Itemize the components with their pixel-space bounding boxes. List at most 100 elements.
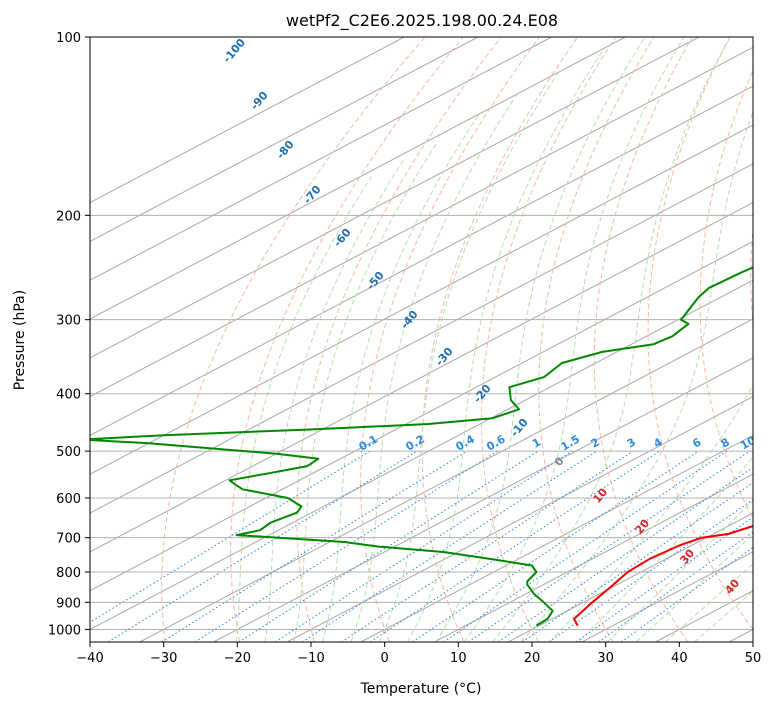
dry-adiabat xyxy=(647,37,753,631)
mixing-ratio-line xyxy=(497,466,753,642)
dry-adiabat xyxy=(296,37,502,642)
isotherm xyxy=(360,434,753,642)
moist-adiabat xyxy=(606,499,753,642)
moist-adiabat xyxy=(235,173,374,642)
mixing-ratio-label: 10 xyxy=(738,433,758,452)
dry-adiabat-label: -100 xyxy=(220,36,248,66)
isotherm xyxy=(90,279,753,631)
y-axis-label: Pressure (hPa) xyxy=(12,290,28,390)
isotherm xyxy=(90,37,700,359)
moist-adiabat xyxy=(407,49,604,642)
pressure-gridlines xyxy=(90,37,753,630)
isotherm xyxy=(90,85,753,436)
plot-frame xyxy=(89,36,754,643)
chart-title: wetPf2_C2E6.2025.198.00.24.E08 xyxy=(286,11,558,31)
moist-adiabat-label: 10 xyxy=(590,485,610,505)
dewpoint-profile xyxy=(90,266,753,627)
mixing-ratio-label: 8 xyxy=(719,436,732,451)
y-tick-label: 100 xyxy=(56,31,81,46)
mixing-ratio-line xyxy=(301,450,598,642)
dry-adiabat-label: -40 xyxy=(398,308,421,332)
moist-adiabat xyxy=(322,113,480,642)
mixing-ratio-line xyxy=(194,450,498,642)
isotherm xyxy=(286,396,753,642)
mixing-ratio-line xyxy=(548,498,753,642)
mixing-ratio-line xyxy=(598,531,753,642)
isotherm xyxy=(507,512,753,642)
x-tick-label: 20 xyxy=(524,651,541,666)
isotherm xyxy=(90,37,405,204)
y-tick-label: 900 xyxy=(56,596,81,611)
dry-adiabat xyxy=(161,37,426,642)
y-tick-label: 800 xyxy=(56,566,81,581)
isotherm xyxy=(213,357,753,642)
dry-adiabat xyxy=(360,37,540,642)
moist-adiabat xyxy=(350,94,518,642)
background-lines xyxy=(90,37,753,642)
y-tick-label: 700 xyxy=(56,532,81,547)
mixing-ratio-line xyxy=(412,450,699,642)
moist-adiabat xyxy=(520,110,753,642)
isotherm xyxy=(434,473,753,642)
x-tick-label: −40 xyxy=(76,651,103,666)
moist-adiabat xyxy=(635,533,753,642)
x-tick-label: −20 xyxy=(224,651,251,666)
moist-adiabat xyxy=(664,563,753,642)
mixing-ratio-line xyxy=(575,516,753,642)
y-tick-label: 1000 xyxy=(48,623,81,638)
moist-adiabat xyxy=(578,456,753,642)
y-tick-label: 400 xyxy=(56,388,81,403)
dry-adiabat xyxy=(481,37,617,642)
x-tick-label: 30 xyxy=(597,651,614,666)
moist-adiabat xyxy=(293,141,439,642)
x-tick-label: −10 xyxy=(297,651,324,666)
isotherm xyxy=(728,628,753,642)
mixing-ratio-line xyxy=(370,450,661,642)
dry-adiabat xyxy=(421,37,578,642)
dry-adiabat-label: -80 xyxy=(274,138,297,162)
mixing-ratio-line xyxy=(238,450,539,642)
dry-adiabat-label: -10 xyxy=(508,416,531,440)
isotherm xyxy=(581,551,753,642)
dry-adiabat-label: -20 xyxy=(471,382,494,406)
isotherm xyxy=(90,163,753,514)
mixing-ratio-label: 0.2 xyxy=(403,433,426,454)
mixing-ratio-line xyxy=(107,450,418,642)
isotherm xyxy=(90,37,552,281)
mixing-ratio-line xyxy=(90,450,371,623)
x-tick-label: 50 xyxy=(745,651,762,666)
isotherm xyxy=(90,240,753,592)
dry-adiabat xyxy=(750,225,753,329)
moist-adiabat xyxy=(378,72,559,642)
dry-adiabat xyxy=(593,37,693,642)
dry-adiabat xyxy=(699,69,753,520)
y-tick-label: 600 xyxy=(56,492,81,507)
moist-adiabat xyxy=(492,37,731,642)
dry-adiabat-label: -30 xyxy=(433,345,456,369)
x-tick-label: 10 xyxy=(450,651,467,666)
x-axis: −40 −30 −20 −10 0 10 20 30 40 50 xyxy=(76,642,761,666)
mixing-ratio-label: 1.5 xyxy=(559,433,582,454)
dry-adiabat xyxy=(230,37,464,642)
x-axis-label: Temperature (°C) xyxy=(360,681,482,697)
profiles xyxy=(90,266,753,627)
x-tick-label: −30 xyxy=(150,651,177,666)
x-tick-label: 0 xyxy=(381,651,389,666)
mixing-ratio-line xyxy=(161,450,468,642)
mixing-ratio-line xyxy=(341,450,634,642)
moist-adiabat xyxy=(435,37,646,642)
mixing-ratio-line xyxy=(468,450,751,642)
x-tick-label: 40 xyxy=(671,651,688,666)
moist-adiabat-label: 20 xyxy=(632,516,652,536)
mixing-ratio-line xyxy=(620,546,753,642)
mixing-ratio-label: 3 xyxy=(625,436,638,451)
mixing-ratio-line xyxy=(275,450,573,642)
dry-adiabat-label: -70 xyxy=(301,183,324,207)
moist-adiabat xyxy=(694,590,753,642)
mixing-ratio-label: 13 xyxy=(766,434,775,453)
moist-adiabat xyxy=(463,37,685,642)
mixing-ratio-label: 0.1 xyxy=(357,433,380,454)
y-tick-label: 500 xyxy=(56,445,81,460)
isotherm xyxy=(90,46,753,398)
